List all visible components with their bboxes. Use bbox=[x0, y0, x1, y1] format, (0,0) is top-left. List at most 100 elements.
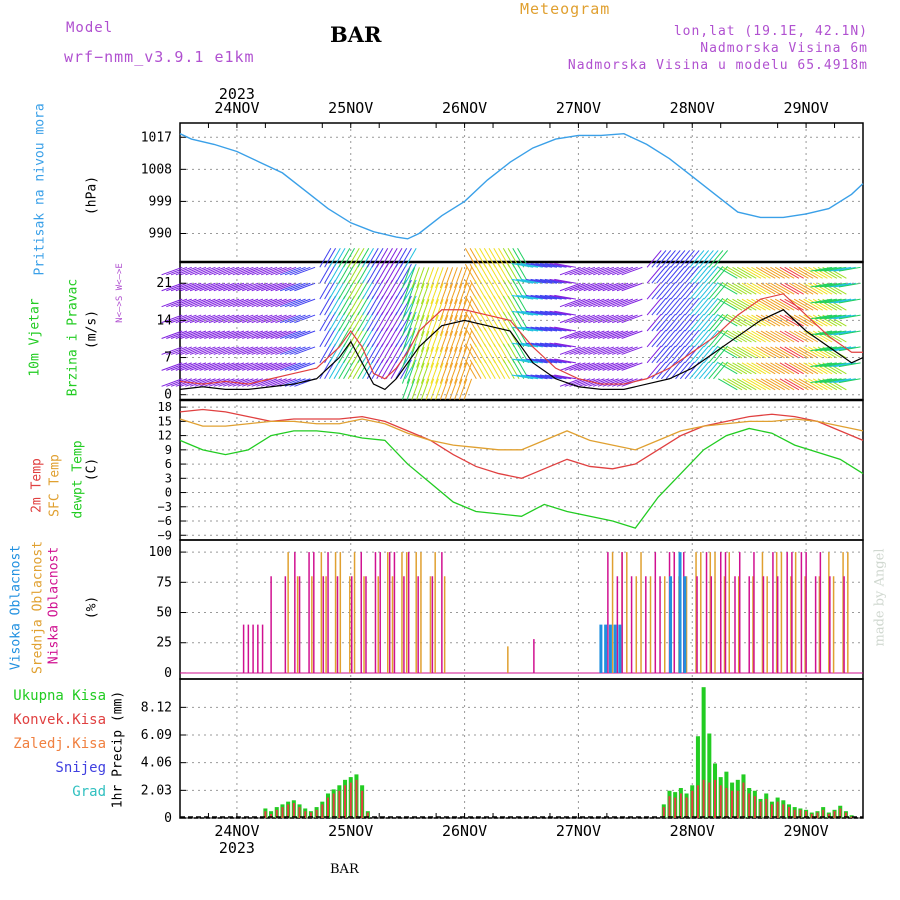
wind-barb bbox=[727, 378, 748, 391]
wind-unit: (m/s) bbox=[84, 309, 100, 350]
wind-barb bbox=[362, 295, 374, 316]
wind-barb bbox=[425, 298, 435, 320]
wind-barb bbox=[770, 362, 790, 375]
wind-barb bbox=[698, 313, 714, 332]
wind-barb bbox=[376, 311, 389, 332]
wind-barb bbox=[218, 314, 240, 324]
wind-barb bbox=[819, 378, 842, 384]
wind-barb bbox=[242, 346, 264, 355]
wind-barb bbox=[732, 346, 752, 359]
wind-barb bbox=[656, 297, 672, 316]
wind-barb bbox=[449, 362, 458, 384]
wind-barb bbox=[444, 346, 454, 368]
wind-barb bbox=[416, 298, 425, 320]
wind-barb bbox=[812, 266, 833, 279]
wind-barb bbox=[319, 295, 332, 316]
wind-barb bbox=[808, 330, 828, 343]
wind-barb bbox=[435, 267, 444, 289]
wind-barb bbox=[665, 297, 681, 316]
wind-barb bbox=[170, 346, 192, 355]
wind-barb bbox=[569, 330, 591, 339]
wind-barb bbox=[829, 330, 852, 336]
wind-barb bbox=[256, 346, 278, 355]
cloud-ylabel-2: Srednja Oblacnost bbox=[30, 540, 46, 675]
wind-barb bbox=[406, 298, 416, 320]
wind-barb bbox=[539, 262, 562, 268]
precip-convective-bar bbox=[321, 804, 324, 818]
wind-barb bbox=[400, 248, 412, 268]
wind-barb bbox=[371, 295, 384, 316]
wind-barb bbox=[430, 298, 439, 320]
wind-barb bbox=[411, 267, 420, 289]
wind-barb bbox=[328, 311, 341, 332]
wind-barb bbox=[430, 362, 439, 384]
wind-barb bbox=[213, 298, 235, 308]
wind-barb bbox=[376, 295, 389, 316]
wind-barb bbox=[420, 362, 430, 384]
wind-barb bbox=[694, 329, 710, 348]
wind-barb bbox=[798, 282, 819, 295]
wind-barb bbox=[559, 298, 581, 308]
precip-convective-bar bbox=[696, 785, 699, 818]
wind-barb bbox=[651, 250, 667, 268]
wind-barb bbox=[612, 346, 634, 355]
precip-convective-bar bbox=[708, 782, 711, 818]
panel-frame bbox=[179, 261, 864, 401]
wind-barb bbox=[765, 330, 785, 343]
wind-barb bbox=[789, 378, 809, 391]
wind-barb bbox=[493, 343, 506, 364]
wind-barb bbox=[371, 263, 384, 284]
wind-barb bbox=[416, 362, 425, 384]
wind-barb bbox=[454, 346, 463, 368]
precip-convective-bar bbox=[827, 813, 830, 818]
wind-barb bbox=[227, 266, 249, 276]
wind-barb bbox=[242, 330, 264, 339]
wind-barb bbox=[539, 310, 562, 316]
wind-barb bbox=[166, 362, 188, 371]
wind-barb bbox=[578, 330, 600, 339]
wind-barb bbox=[694, 281, 710, 300]
wind-barb bbox=[746, 282, 767, 295]
wind-barb bbox=[488, 263, 501, 284]
wind-barb bbox=[675, 266, 691, 284]
wind-barb bbox=[593, 314, 615, 324]
wind-barb bbox=[180, 282, 202, 292]
wind-barb bbox=[328, 327, 341, 348]
wind-barb bbox=[717, 266, 738, 279]
wind-barb bbox=[736, 298, 757, 311]
wind-barb bbox=[803, 314, 823, 327]
wind-barb bbox=[265, 330, 287, 339]
wind-barb bbox=[324, 327, 337, 348]
precip-convective-bar bbox=[799, 809, 802, 818]
wind-barb bbox=[237, 330, 259, 339]
wind-barb bbox=[689, 281, 705, 300]
wind-barb bbox=[366, 279, 379, 300]
wind-barb bbox=[319, 279, 332, 300]
wind-barb bbox=[559, 330, 581, 339]
wind-barb bbox=[774, 330, 795, 343]
wind-barb bbox=[232, 298, 254, 308]
wind-barb bbox=[559, 266, 581, 276]
wind-barb bbox=[289, 266, 311, 276]
wind-barb bbox=[803, 282, 823, 295]
wind-barb bbox=[430, 346, 439, 368]
wind-barb bbox=[366, 343, 379, 364]
wind-barb bbox=[520, 310, 543, 316]
wind-barb bbox=[194, 266, 216, 276]
wind-barb bbox=[347, 359, 360, 380]
wind-barb bbox=[588, 298, 610, 308]
wind-barb bbox=[779, 362, 800, 375]
wind-barb bbox=[612, 266, 634, 276]
wind-barb bbox=[493, 295, 506, 316]
wind-barb bbox=[815, 362, 837, 368]
wind-barb bbox=[554, 374, 577, 380]
wind-barb bbox=[774, 314, 795, 327]
wind-barb bbox=[612, 282, 634, 292]
wind-barb bbox=[479, 263, 492, 284]
precip-convective-bar bbox=[309, 812, 312, 818]
wind-barb bbox=[232, 378, 254, 387]
wind-barb bbox=[746, 330, 767, 343]
wind-barb bbox=[483, 359, 496, 380]
wind-barb bbox=[574, 378, 596, 387]
wind-barb bbox=[574, 266, 596, 276]
